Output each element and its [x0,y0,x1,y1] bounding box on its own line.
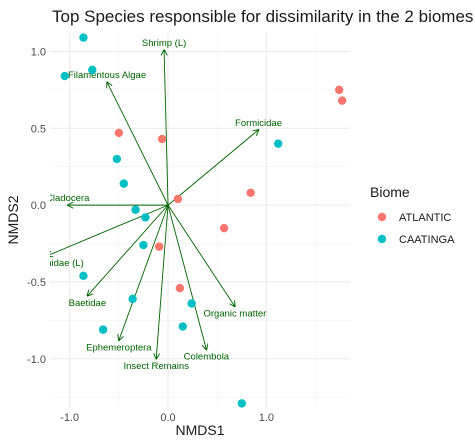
vector-arrow-shrimp-l [164,50,169,206]
vector-label-formicidae: Formicidae [235,118,282,129]
vector-arrow-insect-remains [156,205,169,359]
legend-label-caatinga: CAATINGA [399,234,455,246]
y-tick-label: 0.5 [31,123,46,135]
point-caatinga [141,213,150,222]
chart-title: Top Species responsible for dissimilarit… [52,7,473,26]
point-caatinga [119,179,128,188]
legend: Biome ATLANTIC CAATINGA [370,184,455,246]
vector-label-chironomidae-l: Chironomidae (L) [10,258,83,269]
point-caatinga [273,139,283,148]
vector-label-shrimp-l: Shrimp (L) [142,38,186,49]
vector-arrow-ephemeroptera [119,204,169,340]
vector-label-colembola: Colembola [184,352,230,363]
point-caatinga [60,71,69,81]
point-caatinga [79,271,88,281]
point-caatinga [112,154,122,164]
x-tick-label: 1.0 [259,412,274,424]
legend-key-atlantic [377,212,387,222]
point-caatinga [178,322,187,331]
y-tick-label: 1.0 [31,46,46,58]
point-caatinga [139,240,148,250]
point-atlantic [157,134,167,144]
sample-points [60,33,347,408]
x-tick-label: 0.0 [160,412,175,424]
vector-label-baetidae: Baetidae [69,298,107,309]
y-tick-label: -1.0 [27,354,46,366]
vector-label-organic-matter: Organic matter [204,309,267,320]
y-tick-label: -0.5 [27,277,46,289]
legend-title: Biome [370,184,410,200]
point-caatinga [128,294,137,304]
x-tick-label: -1.0 [60,412,79,424]
point-atlantic [337,96,347,105]
x-axis-title: NMDS1 [175,422,224,438]
point-caatinga [131,205,140,214]
species-vectors: Shrimp (L) Filamentous Algae Formicidae Cla… [10,38,282,372]
legend-key-caatinga [377,234,387,244]
vector-arrow-colembola [167,205,206,349]
vector-arrow-organic-matter [167,204,235,306]
vector-arrow-baetidae [87,204,169,296]
point-atlantic [219,223,229,233]
point-atlantic [114,128,124,138]
y-axis-title: NMDS2 [5,195,21,244]
point-caatinga [88,65,97,75]
y-tick-label: 0.0 [31,200,46,212]
point-atlantic [175,283,185,293]
vector-label-insect-remains: Insect Remains [123,361,189,372]
vector-label-cladocera: Cladocera [46,193,90,204]
legend-label-atlantic: ATLANTIC [399,212,451,224]
vector-arrow-filamentous-algae [107,82,169,206]
point-caatinga [98,325,108,334]
vector-arrow-chironomidae-l [50,204,169,256]
axis-ticks: -1.0 0.0 1.0 -1.0 -0.5 0.0 0.5 1.0 [27,46,274,424]
vector-arrow-formicidae [167,130,258,206]
plot-panel [50,33,350,408]
point-caatinga [237,399,247,408]
vector-label-filamentous-algae: Filamentous Algae [68,70,146,81]
vector-label-ephemeroptera: Ephemeroptera [86,342,152,353]
grid [50,33,350,408]
point-atlantic [154,242,164,251]
point-caatinga [187,299,196,308]
point-atlantic [173,194,183,204]
point-atlantic [334,85,344,95]
point-caatinga [79,33,88,42]
point-atlantic [246,188,255,198]
